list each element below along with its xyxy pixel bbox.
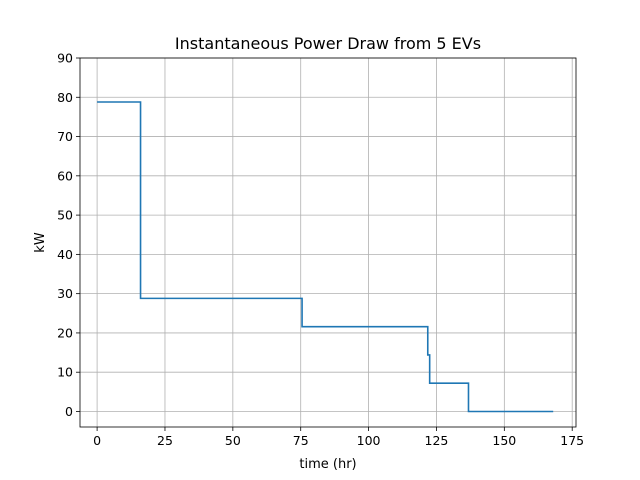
y-tick-label: 70 [57,129,73,144]
axis-ticks: 0 25 50 75 100 125 150 175 0 10 20 30 40 50 60 70 80 90 [57,51,584,449]
x-tick-label: 0 [93,433,101,448]
power-series-line [97,101,554,413]
x-tick-label: 75 [293,433,309,448]
y-tick-label: 80 [57,90,73,105]
series-layer [97,101,554,413]
x-tick-label: 125 [425,433,449,448]
y-tick-label: 10 [57,365,73,380]
x-tick-label: 25 [157,433,173,448]
plot-area-frame [79,57,577,428]
x-tick-label: 150 [492,433,516,448]
x-tick-label: 50 [225,433,241,448]
chart-title: Instantaneous Power Draw from 5 EVs [175,34,481,53]
x-axis-label: time (hr) [299,457,356,472]
x-tick-label: 100 [357,433,381,448]
grid [80,57,576,427]
x-tick-label: 175 [560,433,584,448]
y-tick-label: 20 [57,325,73,340]
y-tick-label: 50 [57,208,73,223]
y-tick-label: 90 [57,51,73,66]
y-tick-label: 40 [57,247,73,262]
y-tick-label: 60 [57,168,73,183]
y-axis-label: kW [33,232,48,253]
y-tick-label: 0 [65,404,73,419]
y-tick-label: 30 [57,286,73,301]
